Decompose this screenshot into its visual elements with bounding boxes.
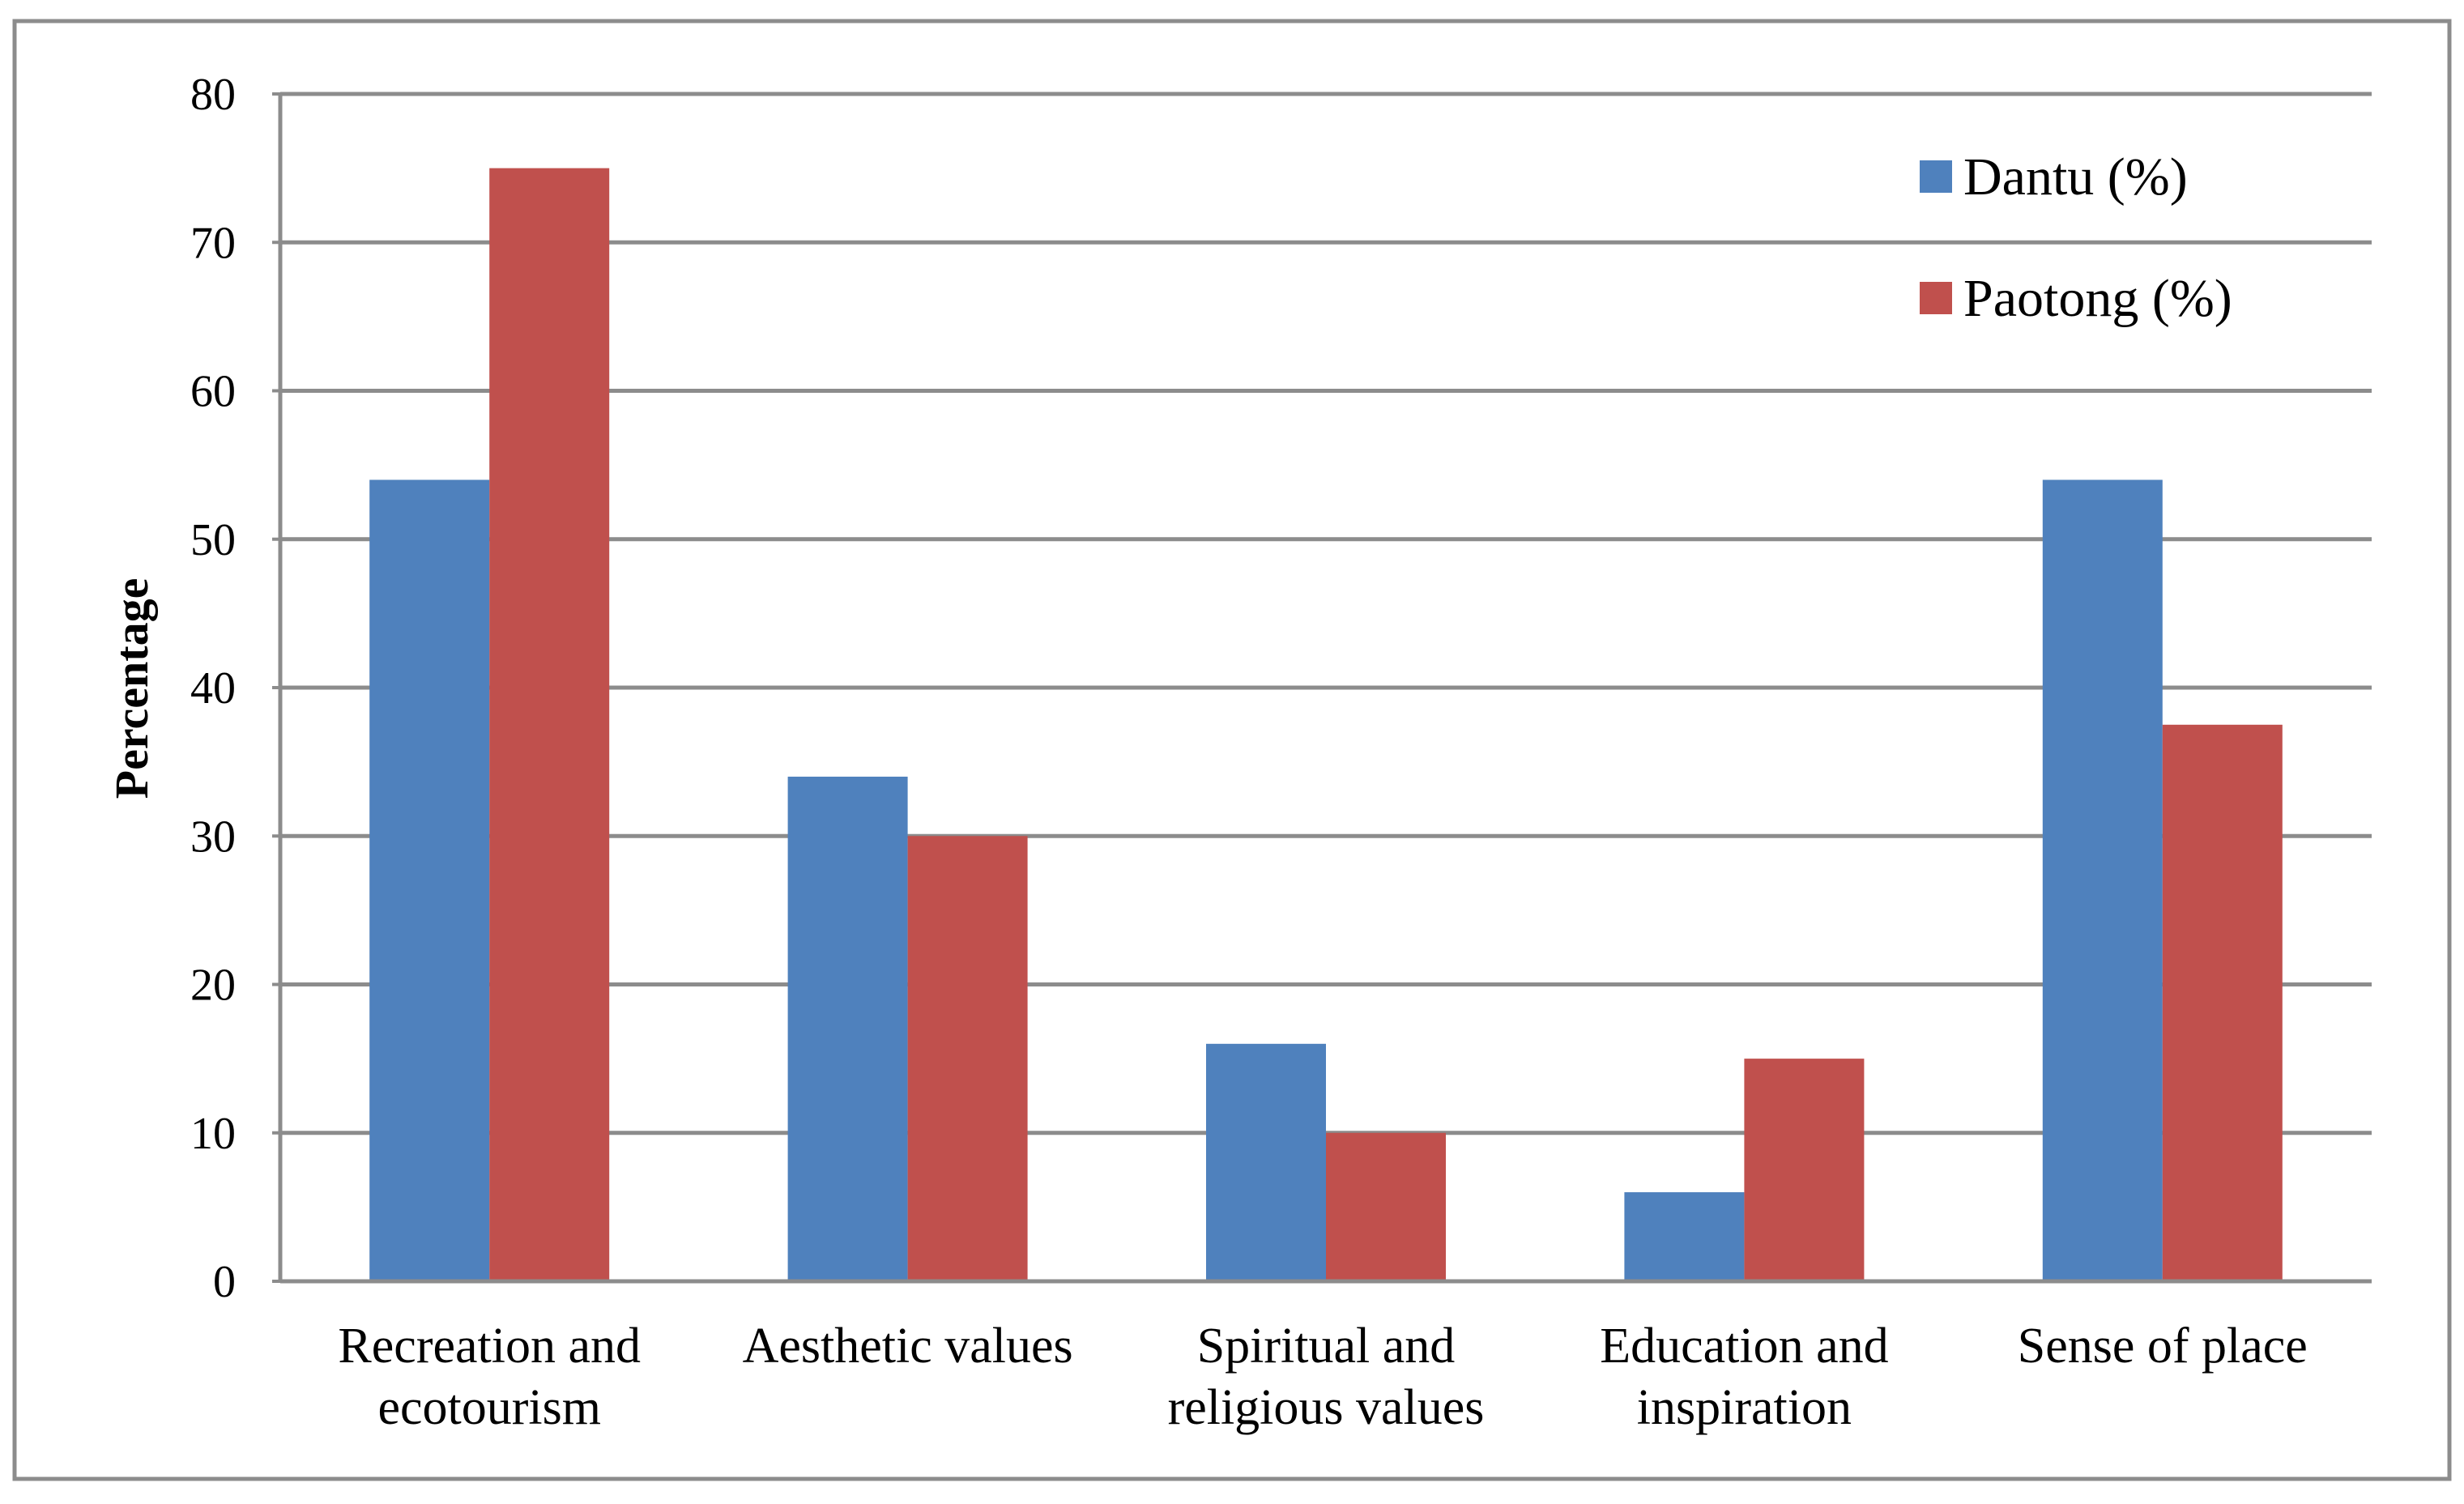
y-tick-label: 10 bbox=[190, 1109, 236, 1159]
y-tick-label: 60 bbox=[190, 367, 236, 417]
x-category-label: Education and inspiration bbox=[1600, 1319, 1888, 1435]
bar-paotong bbox=[489, 168, 610, 1281]
y-tick-label: 20 bbox=[190, 961, 236, 1011]
bar-dantu bbox=[1206, 1043, 1326, 1281]
x-category-label-line: religious values bbox=[1168, 1380, 1485, 1435]
bar-dantu bbox=[787, 776, 908, 1281]
x-category-label-line: Spiritual and bbox=[1197, 1319, 1456, 1374]
bars bbox=[369, 168, 2283, 1281]
x-category-label: Spiritual and religious values bbox=[1168, 1319, 1485, 1435]
y-tick-label: 30 bbox=[190, 812, 236, 862]
y-tick-label: 50 bbox=[190, 515, 236, 565]
x-category-label: Aesthetic values bbox=[743, 1319, 1073, 1374]
y-tick-label: 70 bbox=[190, 218, 236, 268]
legend-label: Dantu (%) bbox=[1963, 147, 2188, 207]
legend-swatch bbox=[1920, 160, 1952, 193]
gridlines bbox=[280, 92, 2372, 1135]
axes bbox=[272, 92, 2372, 1284]
bar-dantu bbox=[2042, 479, 2163, 1281]
x-category-label-line: ecotourism bbox=[377, 1380, 601, 1435]
x-category-label-line: inspiration bbox=[1637, 1380, 1852, 1435]
bar-dantu bbox=[369, 479, 490, 1281]
bar-paotong bbox=[1326, 1132, 1446, 1281]
bar-paotong bbox=[1744, 1059, 1865, 1281]
bar-dantu bbox=[1624, 1192, 1745, 1281]
y-tick-labels: 0 10 20 30 40 50 60 70 80 bbox=[190, 70, 236, 1307]
bar-paotong bbox=[2162, 724, 2283, 1281]
x-category-label: Sense of place bbox=[2018, 1319, 2308, 1374]
bar-paotong bbox=[907, 836, 1028, 1281]
x-category-label-line: Aesthetic values bbox=[743, 1319, 1073, 1374]
x-category-label-line: Education and bbox=[1600, 1319, 1888, 1374]
x-category-label: Recreation and ecotourism bbox=[338, 1319, 641, 1435]
x-category-label-line: Sense of place bbox=[2018, 1319, 2308, 1374]
x-category-labels: Recreation and ecotourism Aesthetic values… bbox=[338, 1319, 2307, 1435]
y-tick-label: 0 bbox=[213, 1257, 236, 1307]
legend-swatch bbox=[1920, 282, 1952, 314]
y-tick-label: 40 bbox=[190, 663, 236, 714]
legend-label: Paotong (%) bbox=[1963, 269, 2232, 328]
legend: Dantu (%) Paotong (%) bbox=[1920, 147, 2232, 328]
y-axis-title: Percentage bbox=[105, 578, 158, 799]
x-category-label-line: Recreation and bbox=[338, 1319, 641, 1374]
y-tick-label: 80 bbox=[190, 70, 236, 120]
